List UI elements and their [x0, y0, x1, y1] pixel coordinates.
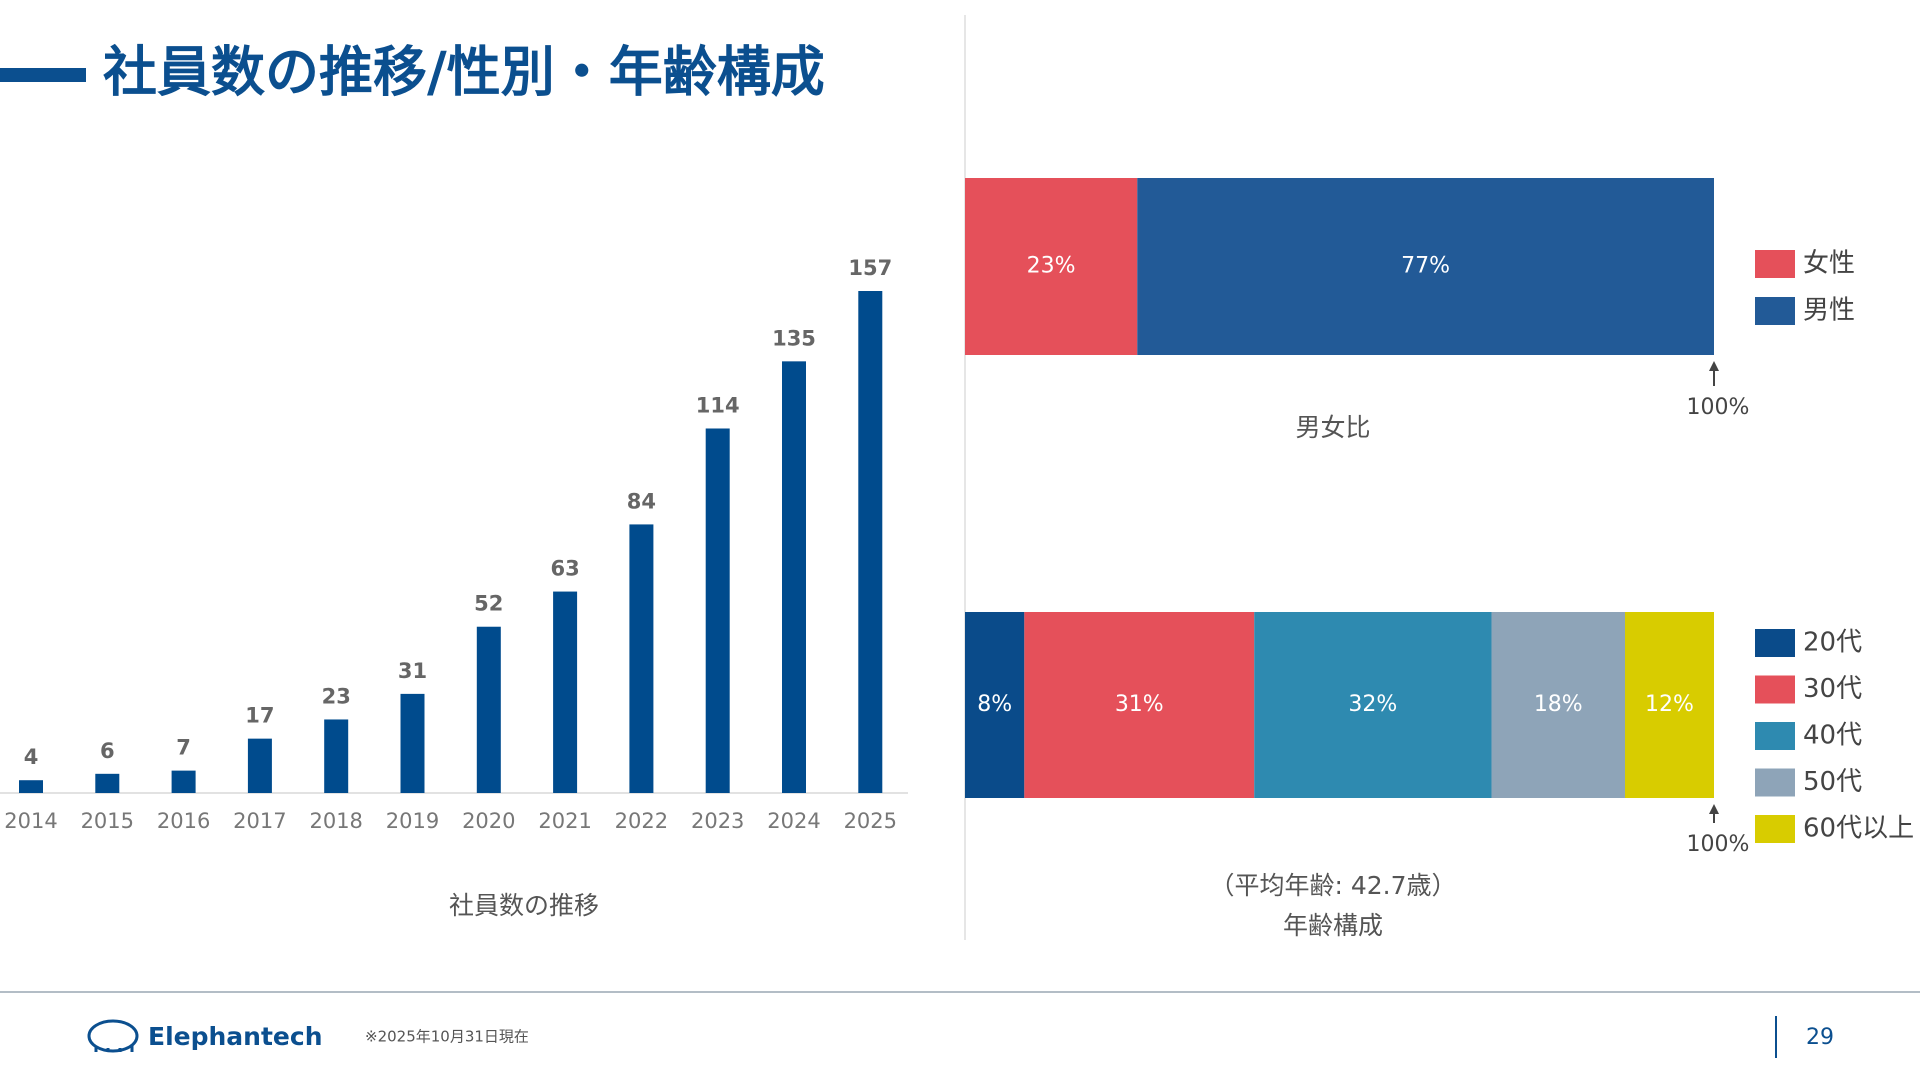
bar — [95, 773, 120, 793]
legend-label: 30代 — [1803, 674, 1862, 704]
value-label: 4 — [24, 745, 39, 769]
x-tick-label: 2019 — [386, 809, 439, 833]
arrow-head — [1709, 361, 1719, 371]
x-tick-label: 2022 — [615, 809, 668, 833]
arrow-head — [1709, 804, 1719, 814]
value-label: 135 — [772, 326, 816, 350]
value-label: 23 — [322, 684, 351, 708]
bar — [171, 770, 196, 793]
bar — [324, 719, 349, 793]
legend-label: 40代 — [1803, 721, 1862, 751]
bar — [553, 591, 578, 793]
chart-title: 男女比 — [1295, 413, 1370, 442]
legend-label: 50代 — [1803, 767, 1862, 797]
bar — [400, 693, 425, 793]
x-tick-label: 2020 — [462, 809, 515, 833]
legend-label: 60代以上 — [1803, 814, 1914, 844]
segment-label: 12% — [1645, 692, 1694, 717]
bar-segment — [1254, 612, 1492, 798]
x-tick-label: 2015 — [81, 809, 134, 833]
x-tick-label: 2024 — [767, 809, 820, 833]
legend-label: 女性 — [1803, 249, 1855, 279]
legend-swatch — [1755, 815, 1795, 843]
legend-swatch — [1755, 250, 1795, 278]
segment-label: 23% — [1027, 254, 1076, 279]
bar-segment — [1625, 612, 1714, 798]
legend-swatch — [1755, 768, 1795, 797]
segment-label: 18% — [1534, 692, 1583, 717]
legend-label: 男性 — [1803, 296, 1855, 326]
slide-title: 社員数の推移/性別・年齢構成 — [103, 41, 825, 104]
value-label: 31 — [398, 659, 427, 683]
bar-segment — [965, 178, 1138, 355]
segment-label: 31% — [1115, 692, 1164, 717]
x-tick-label: 2016 — [157, 809, 210, 833]
legend-swatch — [1755, 675, 1795, 704]
x-tick-label: 2017 — [233, 809, 286, 833]
legend-swatch — [1755, 722, 1795, 750]
value-label: 84 — [627, 489, 656, 513]
bar-segment — [1024, 612, 1255, 798]
chart-title: 年齢構成 — [1283, 911, 1383, 940]
bar — [247, 738, 272, 793]
logo-icon — [87, 1019, 139, 1053]
legend-label: 20代 — [1803, 628, 1862, 658]
bar-segment — [1137, 178, 1714, 355]
end-label: 100% — [1687, 832, 1750, 857]
bar — [782, 361, 806, 793]
value-label: 157 — [848, 256, 892, 280]
chart-subtitle: （平均年齢: 42.7歳） — [1209, 871, 1456, 900]
chart-title: 社員数の推移 — [449, 891, 599, 920]
bar — [705, 428, 730, 793]
bar — [476, 626, 501, 793]
segment-label: 8% — [977, 692, 1012, 717]
footnote: ※2025年10月31日現在 — [365, 1028, 529, 1046]
page-number: 29 — [1806, 1025, 1834, 1050]
x-tick-label: 2021 — [538, 809, 591, 833]
bar-segment — [1491, 612, 1626, 798]
x-tick-label: 2025 — [844, 809, 897, 833]
x-tick-label: 2023 — [691, 809, 744, 833]
title-accent — [0, 68, 86, 82]
legend-swatch — [1755, 297, 1795, 325]
x-tick-label: 2014 — [4, 809, 57, 833]
bar-segment — [965, 612, 1025, 798]
bar — [19, 780, 43, 793]
x-tick-label: 2018 — [309, 809, 362, 833]
logo-text: Elephantech — [148, 1022, 323, 1051]
value-label: 52 — [474, 592, 503, 616]
value-label: 63 — [550, 557, 579, 581]
segment-label: 77% — [1401, 254, 1450, 279]
bar — [629, 524, 654, 793]
value-label: 6 — [100, 739, 115, 763]
value-label: 114 — [696, 393, 740, 417]
segment-label: 32% — [1348, 692, 1397, 717]
value-label: 7 — [176, 736, 191, 760]
end-label: 100% — [1687, 395, 1750, 420]
value-label: 17 — [245, 704, 274, 728]
bar — [858, 291, 883, 793]
legend-swatch — [1755, 629, 1795, 657]
